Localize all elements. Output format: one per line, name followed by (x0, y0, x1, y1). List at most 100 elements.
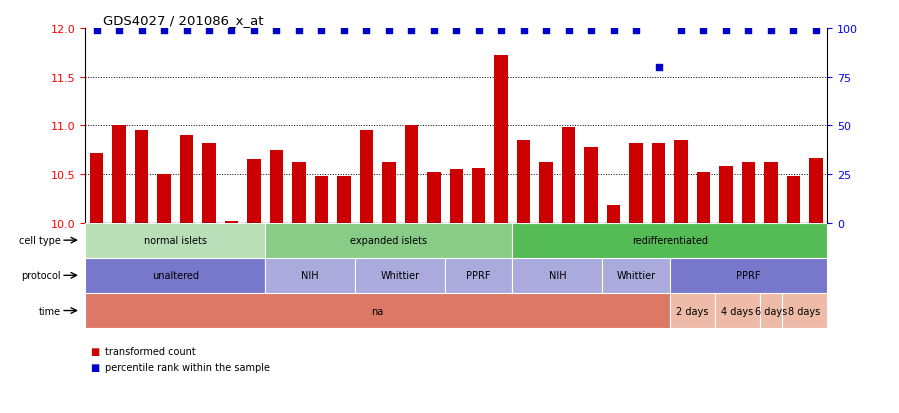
Point (561, 28, 576, 34)
Point (786, 28, 801, 34)
Text: redifferentiated: redifferentiated (632, 235, 708, 246)
Text: NIH: NIH (301, 271, 319, 281)
Bar (562, 128, 575, 223)
Bar (180, 135, 193, 223)
Bar (670, 293, 715, 328)
Point (90, 28, 103, 34)
Bar (652, 143, 665, 223)
Bar (809, 159, 823, 223)
Bar (472, 169, 485, 223)
Bar (225, 221, 238, 223)
Point (809, 28, 823, 34)
Bar (315, 176, 328, 223)
Text: unaltered: unaltered (152, 271, 199, 281)
Bar (719, 167, 733, 223)
Bar (584, 147, 598, 223)
Bar (90, 153, 103, 223)
Text: transformed count: transformed count (105, 346, 196, 356)
Point (471, 28, 485, 34)
Point (539, 28, 554, 34)
Bar (157, 174, 171, 223)
Bar (629, 143, 643, 223)
Point (291, 28, 306, 34)
Bar (450, 170, 463, 223)
Text: normal islets: normal islets (144, 235, 207, 246)
Point (651, 64, 665, 71)
Bar (292, 163, 306, 223)
Point (201, 28, 216, 34)
Bar (85, 293, 670, 328)
Point (156, 28, 171, 34)
Point (381, 28, 396, 34)
Bar (427, 173, 441, 223)
Point (719, 28, 734, 34)
Text: time: time (39, 306, 61, 316)
Bar (355, 258, 445, 293)
Bar (602, 258, 670, 293)
Point (764, 28, 779, 34)
Bar (742, 163, 755, 223)
Bar (787, 176, 800, 223)
Text: ■: ■ (90, 346, 99, 356)
Point (629, 28, 644, 34)
Point (494, 28, 509, 34)
Point (426, 28, 441, 34)
Text: expanded islets: expanded islets (351, 235, 427, 246)
Bar (270, 150, 283, 223)
Point (111, 28, 126, 34)
Bar (135, 131, 148, 223)
Point (135, 28, 149, 34)
Point (270, 28, 284, 34)
Bar (360, 131, 373, 223)
Bar (760, 293, 782, 328)
Bar (112, 126, 126, 223)
Text: na: na (371, 306, 384, 316)
Bar (715, 293, 760, 328)
Bar (382, 163, 396, 223)
Bar (697, 173, 710, 223)
Bar (247, 160, 261, 223)
Point (516, 28, 530, 34)
Bar (539, 163, 553, 223)
Text: NIH: NIH (548, 271, 566, 281)
Bar (512, 223, 827, 258)
Text: ■: ■ (90, 362, 99, 372)
Text: PPRF: PPRF (467, 271, 491, 281)
Bar (85, 258, 265, 293)
Text: 8 days: 8 days (788, 306, 821, 316)
Bar (337, 176, 351, 223)
Point (225, 28, 239, 34)
Point (246, 28, 262, 34)
Point (180, 28, 194, 34)
Point (742, 28, 756, 34)
Bar (517, 140, 530, 223)
Bar (782, 293, 827, 328)
Point (405, 28, 419, 34)
Point (315, 28, 329, 34)
Bar (265, 223, 512, 258)
Bar (670, 258, 827, 293)
Point (607, 28, 621, 34)
Point (674, 28, 689, 34)
Bar (764, 163, 778, 223)
Text: protocol: protocol (22, 271, 61, 281)
Bar (405, 126, 418, 223)
Text: 4 days: 4 days (721, 306, 753, 316)
Text: 2 days: 2 days (676, 306, 708, 316)
Bar (674, 140, 688, 223)
Text: GDS4027 / 201086_x_at: GDS4027 / 201086_x_at (103, 14, 264, 27)
Text: PPRF: PPRF (736, 271, 761, 281)
Point (449, 28, 464, 34)
Point (584, 28, 599, 34)
Bar (607, 206, 620, 223)
Bar (85, 223, 265, 258)
Bar (265, 258, 355, 293)
Text: Whittier: Whittier (617, 271, 655, 281)
Point (336, 28, 351, 34)
Bar (445, 258, 512, 293)
Text: 6 days: 6 days (755, 306, 787, 316)
Text: Whittier: Whittier (380, 271, 420, 281)
Text: cell type: cell type (19, 235, 61, 246)
Bar (202, 143, 216, 223)
Point (697, 28, 711, 34)
